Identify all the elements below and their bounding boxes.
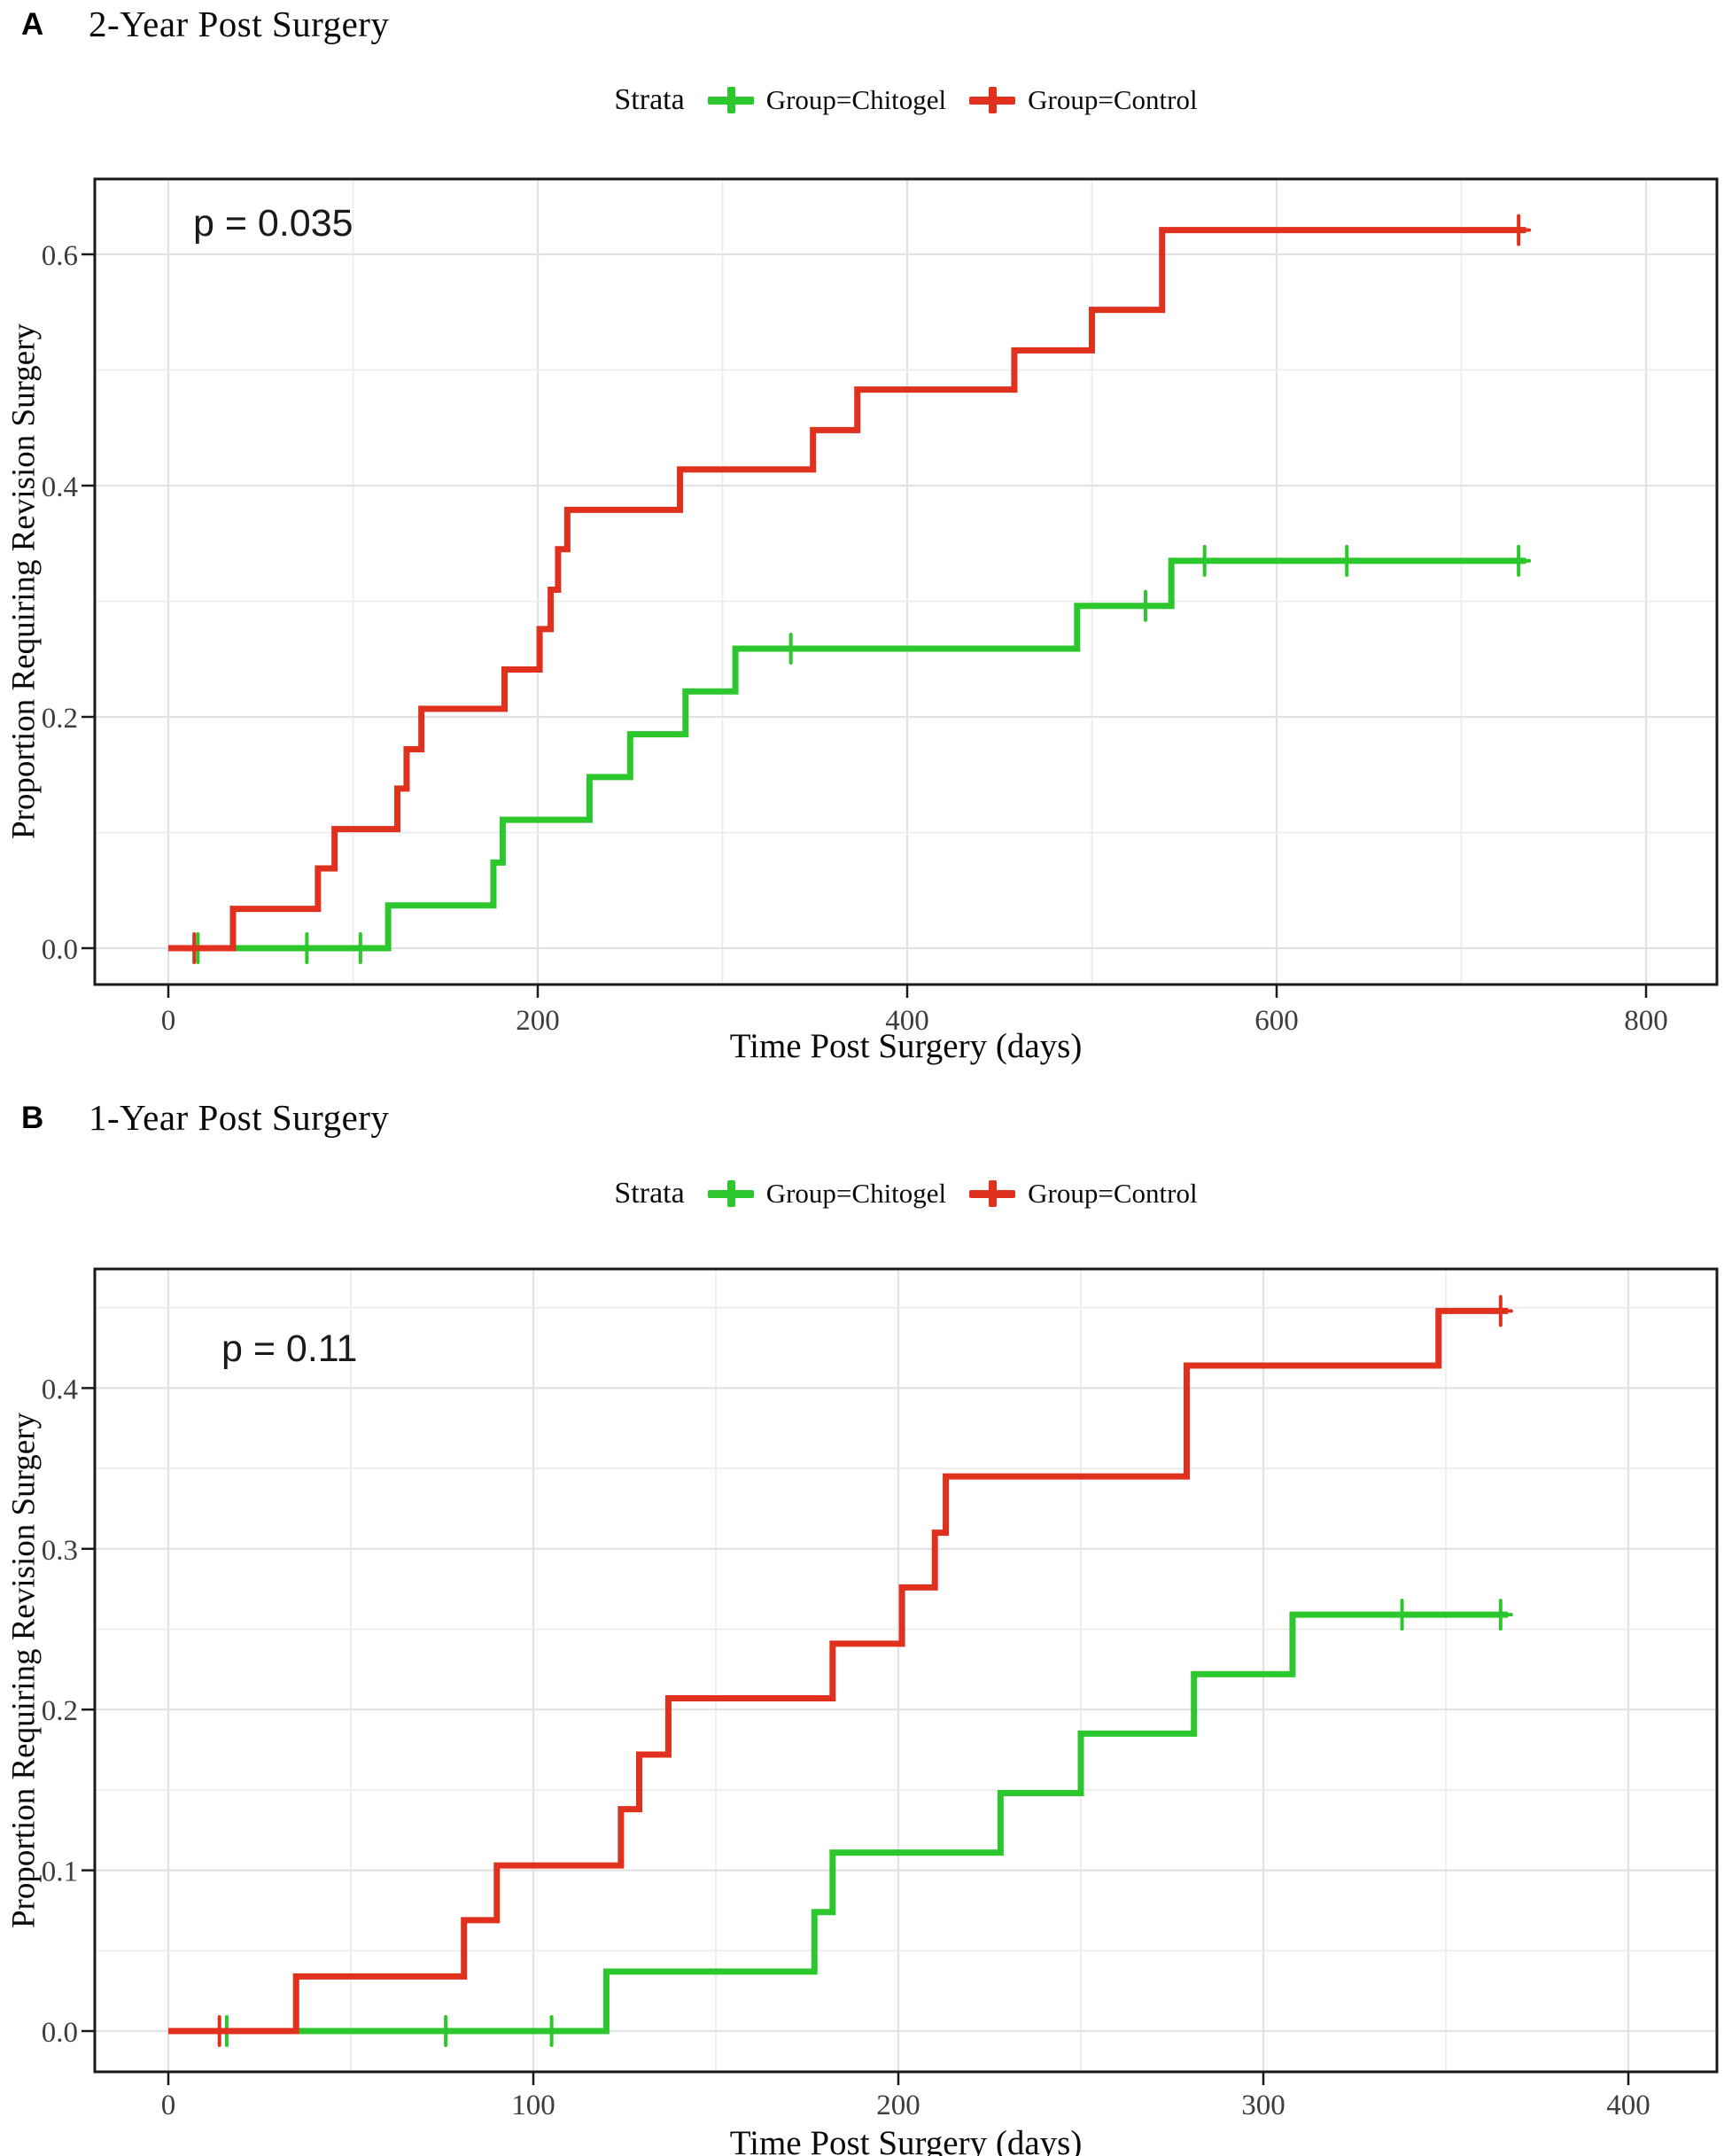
x-tick-label: 200 bbox=[516, 1005, 560, 1037]
legend-item-control: Group=Control bbox=[969, 84, 1198, 116]
legend-item-chitogel: Group=Chitogel bbox=[707, 1178, 947, 1210]
panel-a-legend: Strata Group=Chitogel Group=Control bbox=[95, 83, 1717, 117]
x-tick-label: 600 bbox=[1254, 1005, 1299, 1037]
x-tick-label: 400 bbox=[1606, 2090, 1650, 2121]
y-tick-label: 0.4 bbox=[42, 1374, 78, 1405]
control-plus-icon bbox=[969, 85, 1016, 115]
panel-a-letter: A bbox=[21, 7, 44, 42]
panel-a-title: 2-Year Post Surgery bbox=[89, 4, 390, 44]
curve-chitogel bbox=[168, 557, 1526, 952]
plot-border bbox=[93, 177, 1719, 986]
panel-a-plot: 0 200 400 600 800 0.0 0.2 0.4 0.6 bbox=[42, 177, 1719, 1037]
curve-chitogel bbox=[168, 1611, 1509, 2035]
x-tick-label: 300 bbox=[1241, 2090, 1285, 2121]
legend-label-control: Group=Control bbox=[1028, 1178, 1198, 1209]
y-tick-label: 0.6 bbox=[42, 240, 78, 272]
legend-item-control: Group=Control bbox=[969, 1178, 1198, 1210]
panel-b-x-axis-title: Time Post Surgery (days) bbox=[729, 2124, 1083, 2156]
panel-b-plot: 0 100 200 300 400 0.0 0.1 0.2 0.3 0.4 bbox=[42, 1267, 1719, 2121]
x-tick-label: 0 bbox=[161, 1005, 176, 1037]
y-tick-label: 0.2 bbox=[42, 1695, 78, 1727]
curve-control bbox=[168, 227, 1526, 952]
y-tick-label: 0.0 bbox=[42, 2017, 78, 2049]
chitogel-plus-icon bbox=[707, 85, 754, 115]
plot-border bbox=[93, 1267, 1719, 2074]
curve-control bbox=[168, 1307, 1509, 2035]
panel-a-y-axis-title: Proportion Requiring Revision Surgery bbox=[5, 323, 43, 840]
legend-item-chitogel: Group=Chitogel bbox=[707, 84, 947, 116]
panel-b-legend: Strata Group=Chitogel Group=Control bbox=[95, 1177, 1717, 1210]
panel-b-title: 1-Year Post Surgery bbox=[89, 1097, 390, 1138]
legend-title: Strata bbox=[614, 83, 685, 116]
legend-label-chitogel: Group=Chitogel bbox=[765, 84, 947, 115]
panel-a-pvalue: p = 0.035 bbox=[193, 202, 353, 245]
x-tick-label: 0 bbox=[161, 2090, 176, 2121]
y-tick-label: 0.2 bbox=[42, 703, 78, 735]
y-tick-label: 0.4 bbox=[42, 471, 78, 503]
x-tick-label: 800 bbox=[1624, 1005, 1668, 1037]
panel-b-pvalue: p = 0.11 bbox=[221, 1327, 358, 1370]
x-tick-label: 200 bbox=[876, 2090, 920, 2121]
legend-title: Strata bbox=[614, 1177, 685, 1210]
x-tick-label: 100 bbox=[511, 2090, 555, 2121]
chitogel-plus-icon bbox=[707, 1179, 754, 1209]
legend-label-control: Group=Control bbox=[1028, 84, 1198, 115]
panel-b-y-axis-title: Proportion Requiring Revision Surgery bbox=[5, 1412, 43, 1929]
y-tick-label: 0.3 bbox=[42, 1535, 78, 1567]
y-tick-label: 0.0 bbox=[42, 934, 78, 966]
panel-a-x-axis-title: Time Post Surgery (days) bbox=[729, 1027, 1083, 1065]
y-tick-label: 0.1 bbox=[42, 1856, 78, 1888]
panel-b-letter: B bbox=[21, 1101, 44, 1135]
control-plus-icon bbox=[969, 1179, 1016, 1209]
legend-label-chitogel: Group=Chitogel bbox=[765, 1178, 947, 1209]
x-tick-label: 400 bbox=[885, 1005, 929, 1037]
